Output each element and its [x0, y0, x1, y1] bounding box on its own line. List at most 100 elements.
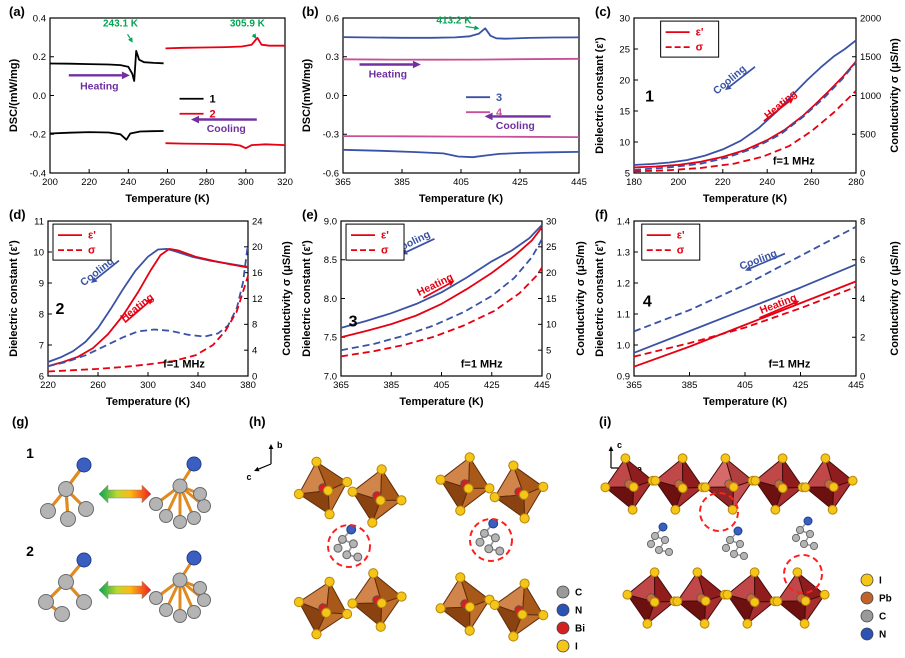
organic-cation: [791, 516, 819, 551]
carbon-atom: [197, 499, 211, 513]
iodine-atom: [777, 483, 788, 494]
x-tick-label: 445: [571, 177, 587, 188]
carbon-atom: [725, 535, 735, 545]
iodine-atom: [649, 567, 660, 578]
legend-label: 4: [496, 107, 503, 119]
legend-label: ε': [696, 27, 704, 39]
legend-label: C: [879, 612, 886, 623]
iodine-atom: [649, 597, 660, 608]
metal-halide-octahedron: [800, 453, 858, 515]
iodine-atom: [375, 621, 386, 632]
legend-atom-Bi: [556, 621, 570, 635]
carbon-atom: [646, 539, 656, 549]
iodine-atom: [293, 488, 305, 500]
metal-halide-octahedron: [650, 453, 708, 515]
y2-tick-label: 0: [252, 371, 257, 382]
iodine-atom: [455, 572, 466, 583]
series-sigma-cooling: [633, 61, 857, 171]
carbon-atom: [60, 511, 76, 527]
order-disorder-arrow: [98, 580, 152, 600]
x-tick-label: 180: [626, 177, 642, 188]
carbon-atom: [791, 533, 801, 543]
x-tick-label: 365: [335, 177, 351, 188]
y2-axis-label: Conductivity σ (μS/m): [281, 241, 293, 356]
legend-box: [345, 223, 405, 261]
y-tick-label: 20: [619, 75, 630, 86]
y-axis-label: Dielectric constant (ε'): [594, 240, 606, 357]
y-tick-label: 8.5: [324, 255, 337, 266]
x-tick-label: 220: [81, 177, 97, 188]
molecule-2-label: 2: [26, 543, 34, 559]
iodine-atom: [722, 589, 733, 600]
iodine-atom: [508, 631, 519, 642]
iodine-atom: [538, 481, 549, 492]
axis-c-label: c: [617, 440, 622, 450]
iodine-atom: [677, 483, 688, 494]
panel-b-dsc-compounds-3-4: 365 385 405 425 445 -0.6 -0.3 0.0 0.3 0.6 Temperat…: [299, 4, 588, 205]
legend-label: 1: [210, 93, 216, 105]
metal-halide-octahedron: [347, 568, 407, 632]
iodine-atom: [828, 482, 839, 492]
y-tick-label: 10: [33, 247, 44, 258]
legend-label: Bi: [575, 624, 585, 635]
iodine-atom: [341, 476, 353, 488]
panel-label: (a): [9, 4, 25, 19]
iodine-atom: [642, 618, 653, 629]
annotation: 3: [349, 313, 358, 330]
carbon-atom: [172, 478, 188, 494]
y2-tick-label: 15: [546, 294, 557, 305]
metal-halide-octahedron: [293, 576, 353, 640]
iodine-atom: [455, 505, 466, 516]
legend-label: 2: [210, 108, 216, 120]
x-tick-label: 425: [793, 380, 809, 391]
carbon-atom: [149, 497, 163, 511]
legend-label: σ: [696, 42, 704, 54]
series-epsilon-heating: [633, 280, 857, 368]
x-tick-label: 220: [715, 177, 731, 188]
carbon-atom: [654, 545, 664, 555]
x-tick-label: 320: [277, 177, 293, 188]
y-tick-label: 1.1: [617, 309, 630, 320]
carbon-atom: [735, 539, 745, 549]
metal-halide-octahedron: [722, 567, 780, 629]
x-tick-label: 445: [534, 380, 550, 391]
x-tick-label: 425: [484, 380, 500, 391]
iodine-atom: [772, 596, 783, 607]
axis-c-label: c: [246, 472, 251, 482]
iodine-atom: [728, 482, 739, 492]
iodine-atom: [367, 517, 378, 528]
y-tick-label: 9: [39, 278, 44, 289]
iodine-atom: [800, 596, 811, 606]
nitrogen-atom: [186, 456, 202, 472]
x-tick-label: 280: [199, 177, 215, 188]
metal-halide-octahedron: [435, 572, 495, 636]
metal-halide-octahedron: [750, 453, 808, 515]
disorder-highlight-circle: [327, 524, 371, 568]
x-tick-label: 300: [140, 380, 156, 391]
x-tick-label: 380: [240, 380, 256, 391]
legend-box: [660, 20, 720, 58]
x-tick-label: 365: [626, 380, 642, 391]
x-tick-label: 405: [434, 380, 450, 391]
carbon-atom: [739, 551, 749, 561]
x-tick-label: 365: [333, 380, 349, 391]
iodine-atom: [700, 596, 711, 606]
panel-c-dielectric-compound-1: 180 200 220 240 260 280 5 10 15 20 25 30 0 500 1000 150…: [592, 4, 902, 205]
panel-d-dielectric-compound-2: 220 260 300 340 380 6 7 8 9 10 11 0 4 8 12 16 20 24 Temper…: [6, 207, 294, 408]
y2-tick-label: 30: [546, 216, 557, 227]
carbon-atom: [721, 543, 731, 553]
iodine-atom: [376, 464, 387, 475]
series-compound-4-heating: [342, 57, 580, 61]
annotation: Heating: [762, 88, 799, 122]
y2-tick-label: 1000: [860, 91, 881, 102]
annotation: f=1 MHz: [768, 358, 810, 370]
organic-cation: [38, 552, 92, 622]
disorder-highlight-circle: [469, 518, 513, 562]
y2-tick-label: 4: [252, 345, 257, 356]
carbon-atom: [187, 605, 201, 619]
iodine-atom: [464, 452, 475, 463]
y2-tick-label: 8: [252, 320, 257, 331]
y2-tick-label: 500: [860, 130, 876, 141]
annotation: f=1 MHz: [163, 358, 205, 370]
